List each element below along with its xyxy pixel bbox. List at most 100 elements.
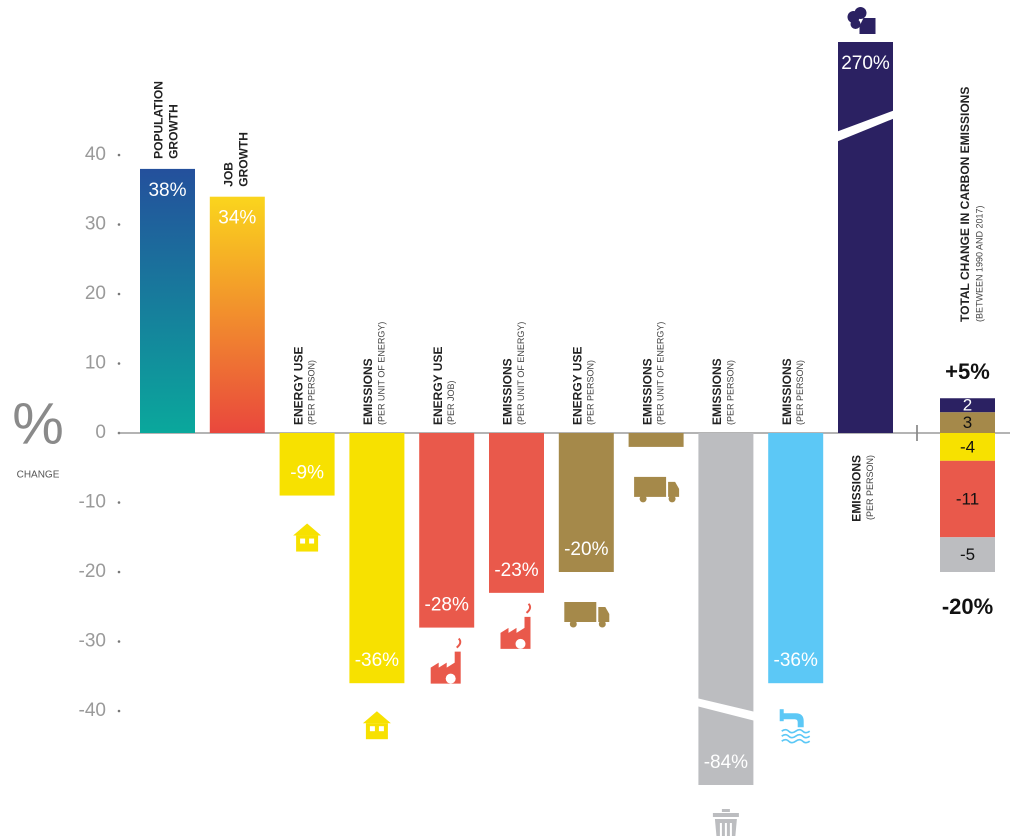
icon xyxy=(634,476,667,497)
value-label: -20% xyxy=(564,539,608,560)
icon-house xyxy=(362,711,391,740)
bar xyxy=(209,196,265,433)
y-axis-sublabel: CHANGE xyxy=(17,470,60,481)
icon xyxy=(362,711,391,724)
icon xyxy=(309,538,315,544)
y-tick-label: -20 xyxy=(79,561,106,582)
category-label: EMISSIONS xyxy=(501,358,515,425)
stack-segment xyxy=(940,460,995,538)
icon-faucet xyxy=(779,709,811,744)
y-tick-label: 40 xyxy=(85,144,106,165)
y-tick-label: -30 xyxy=(79,631,106,652)
segment-label: -11 xyxy=(956,490,979,509)
icon xyxy=(300,538,306,544)
y-tick-label: -40 xyxy=(79,700,106,721)
icon xyxy=(859,18,876,34)
bar xyxy=(558,433,614,572)
icon xyxy=(781,738,811,744)
bar xyxy=(419,433,475,628)
icon xyxy=(564,602,597,622)
value-label: -36% xyxy=(355,650,399,671)
category-label: EMISSIONS xyxy=(640,358,654,425)
category-sublabel: GROWTH xyxy=(236,132,250,187)
y-tick-mark xyxy=(117,292,121,296)
icon xyxy=(639,495,647,503)
y-tick-mark xyxy=(117,501,121,504)
icon xyxy=(712,813,739,817)
category-label: EMISSIONS xyxy=(710,358,724,425)
y-tick-mark xyxy=(117,223,121,226)
icon xyxy=(525,603,532,614)
icon xyxy=(598,620,606,628)
stack-segment xyxy=(940,537,995,572)
icon-truck xyxy=(564,602,610,628)
segment-label: -4 xyxy=(960,437,975,456)
y-tick-label: 0 xyxy=(95,422,106,443)
icon xyxy=(781,733,811,739)
y-tick-mark xyxy=(117,570,121,574)
value-label: -36% xyxy=(774,650,818,671)
bar-break xyxy=(836,110,895,142)
value-label: -9% xyxy=(290,463,324,484)
segment-label: 3 xyxy=(963,413,972,432)
icon xyxy=(779,709,784,722)
stack-segment xyxy=(940,398,995,413)
icon xyxy=(668,495,676,503)
icon xyxy=(293,523,322,536)
y-tick-mark xyxy=(117,153,121,157)
category-sublabel: (PER PERSON) xyxy=(725,360,735,425)
value-label: -23% xyxy=(494,560,538,581)
bar xyxy=(349,433,405,684)
total-label: +5% xyxy=(945,359,990,384)
icon xyxy=(598,607,610,622)
bar xyxy=(698,433,754,785)
category-sublabel: (PER PERSON) xyxy=(586,360,596,425)
icon-house xyxy=(293,523,322,552)
y-tick-mark xyxy=(117,362,121,365)
total-label: -20% xyxy=(942,594,993,619)
y-tick-label: -10 xyxy=(79,492,106,513)
category-sublabel: (PER PERSON) xyxy=(306,360,316,425)
category-label: EMISSIONS xyxy=(780,358,794,425)
icon-truck xyxy=(634,476,680,503)
category-sublabel: GROWTH xyxy=(167,104,181,159)
category-sublabel: (PER UNIT OF ENERGY) xyxy=(516,322,526,425)
bar xyxy=(838,42,893,433)
bar xyxy=(489,433,544,593)
icon xyxy=(850,19,861,29)
icon xyxy=(500,616,531,649)
icon-factory xyxy=(500,603,532,649)
y-tick-mark xyxy=(117,709,121,713)
icon xyxy=(515,638,526,649)
category-sublabel: (PER PERSON) xyxy=(865,455,875,520)
icon-trash xyxy=(712,809,739,836)
category-label: EMISSIONS xyxy=(850,455,864,522)
icon xyxy=(781,728,811,734)
icon xyxy=(456,637,462,649)
bar xyxy=(628,433,684,447)
stack-segment xyxy=(940,412,995,433)
value-label: 38% xyxy=(148,180,186,201)
stack-title: TOTAL CHANGE IN CARBON EMISSIONS xyxy=(958,87,972,322)
y-axis-label: % xyxy=(12,391,64,456)
y-tick-label: 30 xyxy=(85,214,106,235)
category-sublabel: (PER PERSON) xyxy=(795,360,805,425)
icon-factory xyxy=(430,637,462,684)
segment-label: -5 xyxy=(960,545,975,564)
category-label: EMISSIONS xyxy=(361,358,375,425)
category-label: ENERGY USE xyxy=(291,347,305,425)
icon xyxy=(781,713,804,728)
category-sublabel: (PER JOB) xyxy=(446,380,456,425)
value-label: 34% xyxy=(218,208,256,229)
icon-smoke xyxy=(847,7,876,34)
bar xyxy=(140,168,195,433)
value-label: 270% xyxy=(841,53,890,74)
bar xyxy=(279,433,335,496)
icon xyxy=(430,651,461,684)
category-label: POPULATION xyxy=(152,81,166,159)
icon xyxy=(378,726,384,732)
icon xyxy=(445,673,456,684)
stack-subtitle: (BETWEEN 1990 AND 2017) xyxy=(974,205,984,322)
value-label: -2% xyxy=(639,414,673,435)
